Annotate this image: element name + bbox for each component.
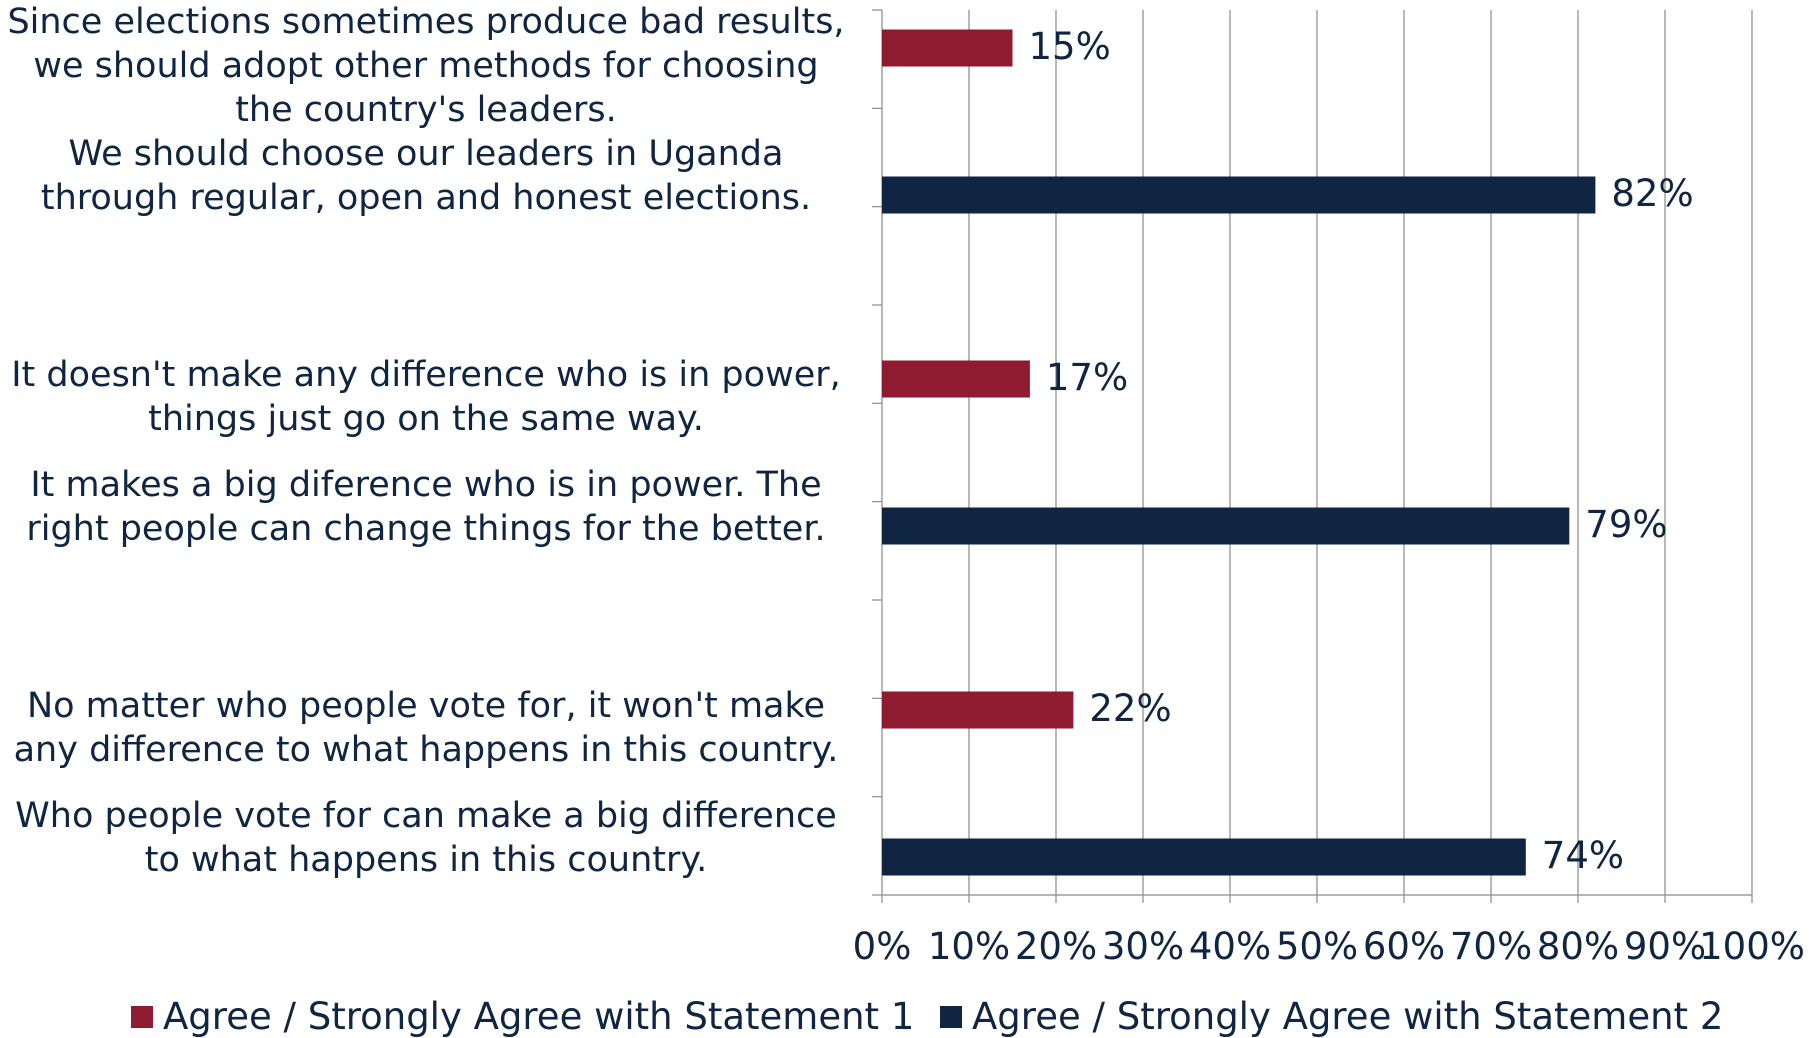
x-tick-label: 0% [853, 925, 912, 968]
category-label: It makes a big diference who is in power… [0, 463, 852, 551]
category-label: No matter who people vote for, it won't … [0, 684, 852, 772]
bars [882, 30, 1595, 876]
bar [882, 508, 1569, 545]
legend-label-statement-1: Agree / Strongly Agree with Statement 1 [163, 995, 914, 1038]
axes [872, 10, 1752, 903]
data-label: 17% [1046, 356, 1128, 399]
legend: Agree / Strongly Agree with Statement 1 … [0, 995, 1817, 1035]
legend-label-statement-2: Agree / Strongly Agree with Statement 2 [972, 995, 1723, 1038]
bar [882, 361, 1030, 398]
x-tick-label: 10% [928, 925, 1010, 968]
legend-item-statement-2: Agree / Strongly Agree with Statement 2 [940, 995, 1723, 1038]
data-label: 15% [1029, 25, 1111, 68]
category-label: It doesn't make any difference who is in… [0, 353, 852, 441]
data-label: 82% [1611, 172, 1693, 215]
bar [882, 177, 1595, 214]
data-label: 74% [1542, 834, 1624, 877]
x-tick-label: 30% [1102, 925, 1184, 968]
data-label: 22% [1089, 687, 1171, 730]
x-tick-label: 100% [1699, 925, 1805, 968]
bar [882, 839, 1526, 876]
x-tick-label: 70% [1450, 925, 1532, 968]
legend-swatch-statement-1 [131, 1006, 153, 1028]
x-tick-label: 60% [1363, 925, 1445, 968]
gridlines [969, 10, 1752, 895]
x-tick-label: 80% [1537, 925, 1619, 968]
category-label: Since elections sometimes produce bad re… [0, 0, 852, 132]
x-tick-label: 50% [1276, 925, 1358, 968]
x-tick-label: 20% [1015, 925, 1097, 968]
bar [882, 692, 1073, 729]
data-label: 79% [1585, 503, 1667, 546]
bar [882, 30, 1013, 67]
x-tick-label: 90% [1624, 925, 1706, 968]
category-label: We should choose our leaders in Uganda t… [0, 132, 852, 220]
x-tick-label: 40% [1189, 925, 1271, 968]
category-label: Who people vote for can make a big diffe… [0, 794, 852, 882]
legend-swatch-statement-2 [940, 1006, 962, 1028]
legend-item-statement-1: Agree / Strongly Agree with Statement 1 [131, 995, 914, 1038]
